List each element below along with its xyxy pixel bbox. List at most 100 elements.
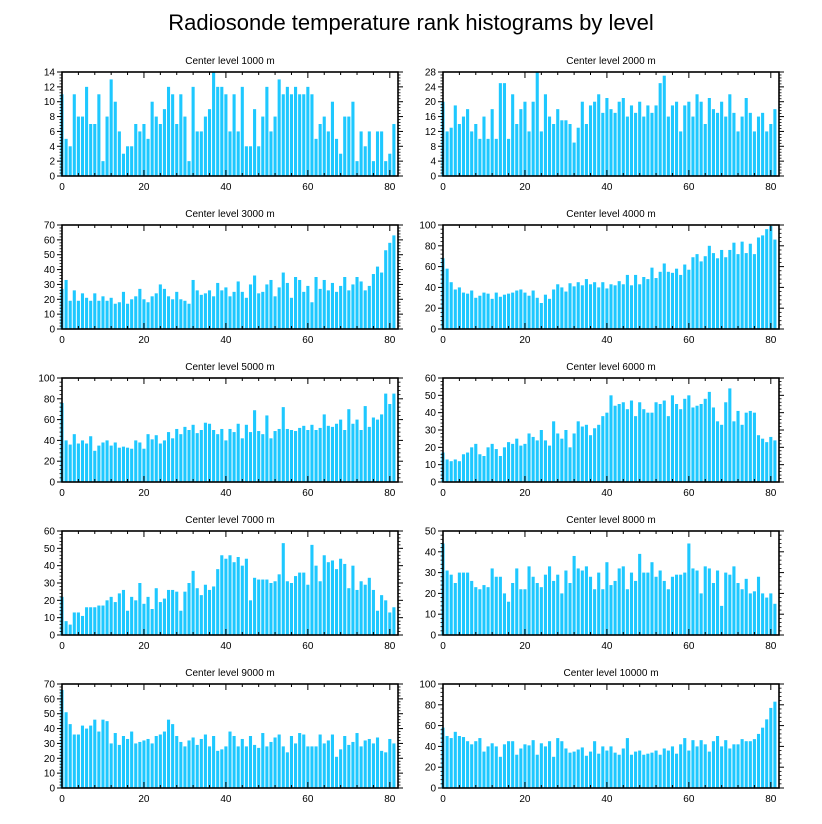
- histogram-bar: [183, 746, 187, 788]
- histogram-bar: [367, 577, 371, 635]
- histogram-bar: [343, 736, 347, 788]
- histogram-bar: [228, 555, 232, 635]
- y-tick-label: 6: [49, 127, 55, 138]
- histogram-bar: [560, 120, 564, 176]
- histogram-bar: [298, 94, 302, 176]
- histogram-bar: [392, 743, 396, 788]
- histogram-bar: [171, 299, 175, 329]
- x-tick-label: 80: [765, 488, 777, 499]
- histogram-bar: [113, 303, 117, 329]
- histogram-bar: [343, 116, 347, 176]
- histogram-bar: [773, 440, 777, 482]
- y-tick-label: 20: [44, 596, 56, 607]
- histogram-bar: [380, 595, 384, 635]
- histogram-bar: [470, 580, 474, 635]
- histogram-bar: [732, 421, 736, 482]
- histogram-bar: [634, 112, 638, 176]
- histogram-bar: [519, 289, 523, 329]
- histogram-bar: [392, 393, 396, 482]
- y-tick-label: 50: [44, 544, 56, 555]
- histogram-bar: [232, 562, 236, 635]
- histogram-bar: [326, 131, 330, 176]
- x-tick-label: 40: [601, 641, 613, 652]
- histogram-panel: Center level 10000 m 0 20 40 60 80 0 20 40 60 80 10…: [419, 668, 784, 805]
- histogram-bar: [253, 577, 257, 635]
- histogram-bar: [105, 600, 109, 635]
- histogram-bar: [105, 440, 109, 482]
- histogram-bar: [613, 752, 617, 788]
- histogram-bar: [138, 288, 142, 329]
- histogram-bar: [195, 744, 199, 788]
- histogram-bar: [519, 589, 523, 635]
- histogram-bar: [572, 286, 576, 329]
- histogram-bar: [564, 570, 568, 635]
- histogram-bar: [502, 83, 507, 176]
- histogram-bar: [744, 412, 748, 482]
- histogram-bar: [384, 393, 388, 482]
- x-tick-label: 60: [683, 488, 695, 499]
- histogram-bar: [568, 583, 572, 635]
- histogram-panel: Center level 5000 m 0 20 40 60 80 0 20 40 60 80 100: [38, 362, 403, 499]
- histogram-bar: [347, 744, 351, 788]
- x-tick-label: 0: [440, 335, 446, 346]
- histogram-bar: [158, 284, 162, 329]
- histogram-bar: [666, 116, 670, 176]
- histogram-bar: [654, 402, 658, 482]
- histogram-bar: [457, 572, 461, 635]
- histogram-bar: [621, 98, 625, 176]
- histogram-bar: [629, 400, 634, 482]
- y-tick-label: 40: [44, 265, 56, 276]
- histogram-bar: [740, 589, 744, 635]
- histogram-bar: [64, 138, 68, 176]
- histogram-bar: [461, 292, 466, 329]
- histogram-bar: [253, 410, 257, 482]
- histogram-bar: [547, 741, 552, 788]
- histogram-bar: [384, 161, 388, 176]
- histogram-bar: [154, 588, 158, 635]
- histogram-bar: [380, 272, 384, 329]
- histogram-bar: [166, 86, 171, 176]
- histogram-bar: [294, 576, 298, 635]
- y-tick-label: 80: [425, 700, 437, 711]
- histogram-bar: [277, 287, 281, 329]
- histogram-bar: [740, 739, 744, 788]
- histogram-bar: [453, 459, 457, 482]
- histogram-bar: [658, 83, 662, 176]
- histogram-bar: [85, 297, 89, 329]
- histogram-panel: Center level 1000 m 0 20 40 60 80 0 2 4 6 8 10 12 14: [44, 56, 403, 193]
- histogram-bar: [138, 583, 142, 635]
- histogram-bar: [367, 131, 371, 176]
- histogram-bar: [97, 94, 101, 176]
- histogram-bar: [486, 293, 490, 329]
- histogram-bar: [89, 607, 93, 635]
- histogram-bar: [535, 72, 539, 176]
- histogram-bar: [478, 454, 482, 482]
- histogram-bar: [605, 288, 609, 329]
- y-tick-label: 0: [49, 325, 55, 336]
- histogram-bar: [212, 296, 216, 329]
- histogram-bar: [572, 433, 576, 482]
- histogram-bar: [212, 72, 216, 176]
- histogram-bar: [269, 279, 273, 329]
- histogram-bar: [638, 553, 642, 635]
- histogram-bar: [277, 428, 281, 482]
- histogram-bar: [146, 434, 150, 482]
- histogram-bar: [134, 743, 138, 788]
- histogram-bar: [597, 572, 601, 635]
- histogram-bar: [146, 738, 150, 788]
- histogram-bar: [355, 733, 359, 788]
- histogram-bar: [593, 741, 597, 788]
- y-tick-label: 100: [419, 221, 436, 232]
- y-tick-label: 20: [425, 97, 437, 108]
- panel-title: Center level 8000 m: [566, 515, 656, 526]
- y-tick-label: 0: [49, 784, 55, 795]
- histogram-bar: [232, 432, 236, 482]
- histogram-bar: [646, 105, 650, 176]
- x-tick-label: 20: [138, 182, 150, 193]
- histogram-bar: [105, 116, 109, 176]
- histogram-bar: [265, 579, 269, 635]
- x-tick-label: 40: [601, 335, 613, 346]
- histogram-bar: [359, 131, 363, 176]
- histogram-bar: [162, 109, 166, 176]
- histogram-bar: [154, 736, 158, 788]
